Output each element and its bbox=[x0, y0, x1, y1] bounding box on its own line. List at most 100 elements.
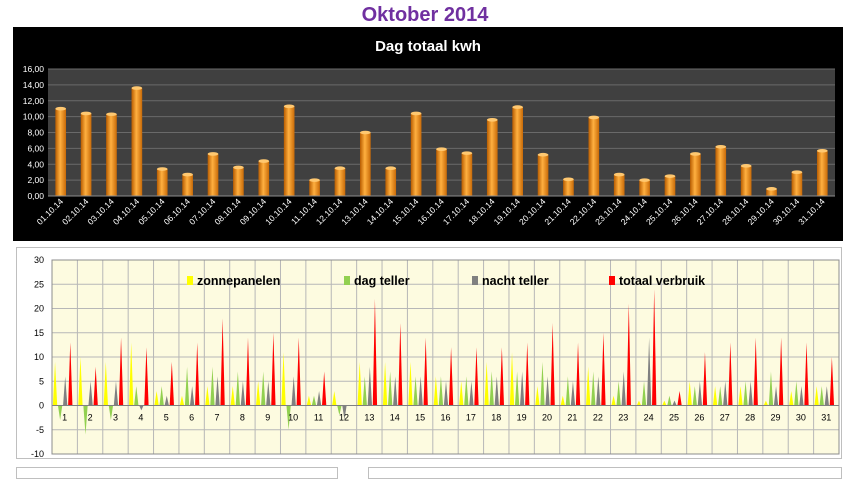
chart2-bar-zonnepanelen bbox=[662, 400, 667, 406]
chart2-x-tick-label: 6 bbox=[189, 413, 194, 423]
chart1-bar-top bbox=[486, 118, 498, 122]
chart2-bar-dag-teller bbox=[210, 366, 215, 406]
chart1-bar bbox=[182, 174, 193, 196]
chart2-y-tick-label: -5 bbox=[36, 425, 44, 435]
chart1-bar-top bbox=[791, 170, 803, 174]
chart1-x-tick-label: 23.10.14 bbox=[593, 196, 624, 227]
chart1-x-tick-label: 18.10.14 bbox=[466, 196, 497, 227]
chart2-bar-totaal-verbruik bbox=[271, 332, 276, 406]
chart1-bar bbox=[664, 176, 676, 196]
chart2-legend-label: zonnepanelen bbox=[197, 274, 280, 288]
chart1-bar-top bbox=[690, 152, 701, 156]
chart2-x-tick-label: 29 bbox=[771, 413, 781, 423]
chart2-x-tick-label: 25 bbox=[669, 413, 679, 423]
chart1-bar bbox=[334, 168, 346, 196]
chart1-bar-top bbox=[537, 152, 549, 157]
chart1-bar-top bbox=[80, 111, 92, 116]
chart1-y-tick-label: 4,00 bbox=[27, 159, 44, 169]
chart1-bar bbox=[309, 180, 320, 196]
chart1-x-tick-label: 29.10.14 bbox=[745, 196, 776, 227]
chart2-bar-dag-teller bbox=[413, 376, 418, 406]
chart2-bar-nacht-teller bbox=[291, 376, 296, 406]
chart2-plot-border bbox=[51, 259, 840, 455]
chart2-x-tick-label: 16 bbox=[440, 413, 450, 423]
chart2-bar-dag-teller bbox=[591, 371, 596, 406]
chart1-bar bbox=[816, 150, 828, 196]
chart2-bar-nacht-teller bbox=[646, 337, 652, 406]
chart2-bar-zonnepanelen bbox=[789, 390, 794, 406]
chart1-bar bbox=[791, 172, 803, 196]
chart2-bar-dag-teller bbox=[159, 386, 164, 406]
chart1-bar-top bbox=[766, 187, 777, 191]
chart2-bar-totaal-verbruik bbox=[321, 371, 327, 406]
chart2-bar-zonnepanelen bbox=[433, 376, 439, 406]
chart1-bar bbox=[258, 161, 270, 196]
chart1-x-tick-label: 12.10.14 bbox=[314, 196, 345, 227]
chart2-bar-nacht-teller bbox=[367, 366, 373, 406]
chart2-y-tick-label: 0 bbox=[39, 401, 44, 411]
chart2-bar-dag-teller bbox=[108, 405, 114, 421]
chart2-y-tick-label: -10 bbox=[31, 449, 44, 459]
chart2-bar-zonnepanelen bbox=[586, 366, 591, 406]
chart2-x-tick-label: 10 bbox=[288, 413, 298, 423]
chart2-bar-nacht-teller bbox=[88, 381, 93, 406]
chart1-x-tick-label: 19.10.14 bbox=[492, 196, 523, 227]
chart1-bar-top bbox=[436, 147, 447, 151]
chart1-bar bbox=[233, 167, 244, 196]
chart2-bar-dag-teller bbox=[718, 386, 723, 406]
chart2-x-tick-label: 13 bbox=[364, 413, 374, 423]
chart2-legend-label: nacht teller bbox=[482, 274, 549, 288]
chart1-bar-top bbox=[258, 159, 270, 163]
chart2-bar-dag-teller bbox=[540, 361, 545, 406]
chart1-bar bbox=[740, 165, 752, 196]
chart2-y-tick-label: 30 bbox=[34, 255, 44, 265]
chart2-bar-zonnepanelen bbox=[712, 386, 718, 406]
chart1-bar bbox=[385, 168, 397, 196]
chart2-bar-zonnepanelen bbox=[332, 390, 337, 406]
chart2-y-tick-label: 15 bbox=[34, 328, 44, 338]
chart1-bar bbox=[106, 114, 117, 196]
chart1-bar-top bbox=[207, 152, 219, 156]
chart2-y-tick-label: 20 bbox=[34, 304, 44, 314]
chart1-x-tick-label: 25.10.14 bbox=[644, 196, 675, 227]
chart1-x-tick-label: 22.10.14 bbox=[568, 196, 599, 227]
chart2-x-tick-label: 31 bbox=[821, 413, 831, 423]
chart1-bar bbox=[436, 149, 447, 196]
chart1-bar bbox=[537, 154, 549, 196]
chart1-bar bbox=[207, 153, 219, 196]
chart2-bar-zonnepanelen bbox=[535, 386, 540, 406]
chart2-bar-nacht-teller bbox=[63, 376, 68, 406]
chart2-bar-nacht-teller bbox=[316, 390, 322, 406]
chart1-x-tick-label: 03.10.14 bbox=[85, 196, 116, 227]
page-title: Oktober 2014 bbox=[361, 4, 489, 26]
chart2-bar-totaal-verbruik bbox=[601, 332, 606, 406]
chart1-y-tick-label: 0,00 bbox=[27, 191, 44, 201]
chart2-bar-nacht-teller bbox=[240, 381, 246, 406]
chart1-y-tick-label: 16,00 bbox=[23, 64, 45, 74]
chart2-bar-totaal-verbruik bbox=[677, 390, 682, 406]
chart1-y-tick-label: 8,00 bbox=[27, 128, 44, 138]
chart2-bar-dag-teller bbox=[464, 376, 469, 406]
chart1-bar bbox=[80, 113, 92, 196]
chart1-bar-top bbox=[639, 178, 650, 182]
chart1-bar-top bbox=[588, 115, 600, 120]
chart2-bar-totaal-verbruik bbox=[499, 347, 505, 406]
chart1-x-tick-label: 26.10.14 bbox=[669, 196, 700, 227]
chart2-bar-dag-teller bbox=[565, 376, 571, 406]
chart1-bar-top bbox=[283, 104, 295, 109]
chart2-bar-nacht-teller bbox=[342, 405, 347, 421]
chart1-bar-top bbox=[309, 178, 320, 182]
chart2-x-tick-label: 28 bbox=[745, 413, 755, 423]
chart2-bar-zonnepanelen bbox=[281, 352, 286, 406]
chart2-bar-nacht-teller bbox=[672, 400, 677, 406]
chart2-bar-nacht-teller bbox=[443, 381, 449, 406]
chart2-bar-zonnepanelen bbox=[52, 361, 58, 406]
chart2-x-tick-label: 19 bbox=[517, 413, 527, 423]
chart2-bar-nacht-teller bbox=[266, 381, 271, 406]
chart2-x-tick-label: 24 bbox=[644, 413, 654, 423]
chart2-x-tick-label: 22 bbox=[593, 413, 603, 423]
chart2-bar-zonnepanelen bbox=[763, 400, 769, 406]
chart2-legend-label: totaal verbruik bbox=[619, 274, 705, 288]
chart2-bar-dag-teller bbox=[387, 371, 393, 406]
chart1-bar-top bbox=[131, 86, 143, 90]
